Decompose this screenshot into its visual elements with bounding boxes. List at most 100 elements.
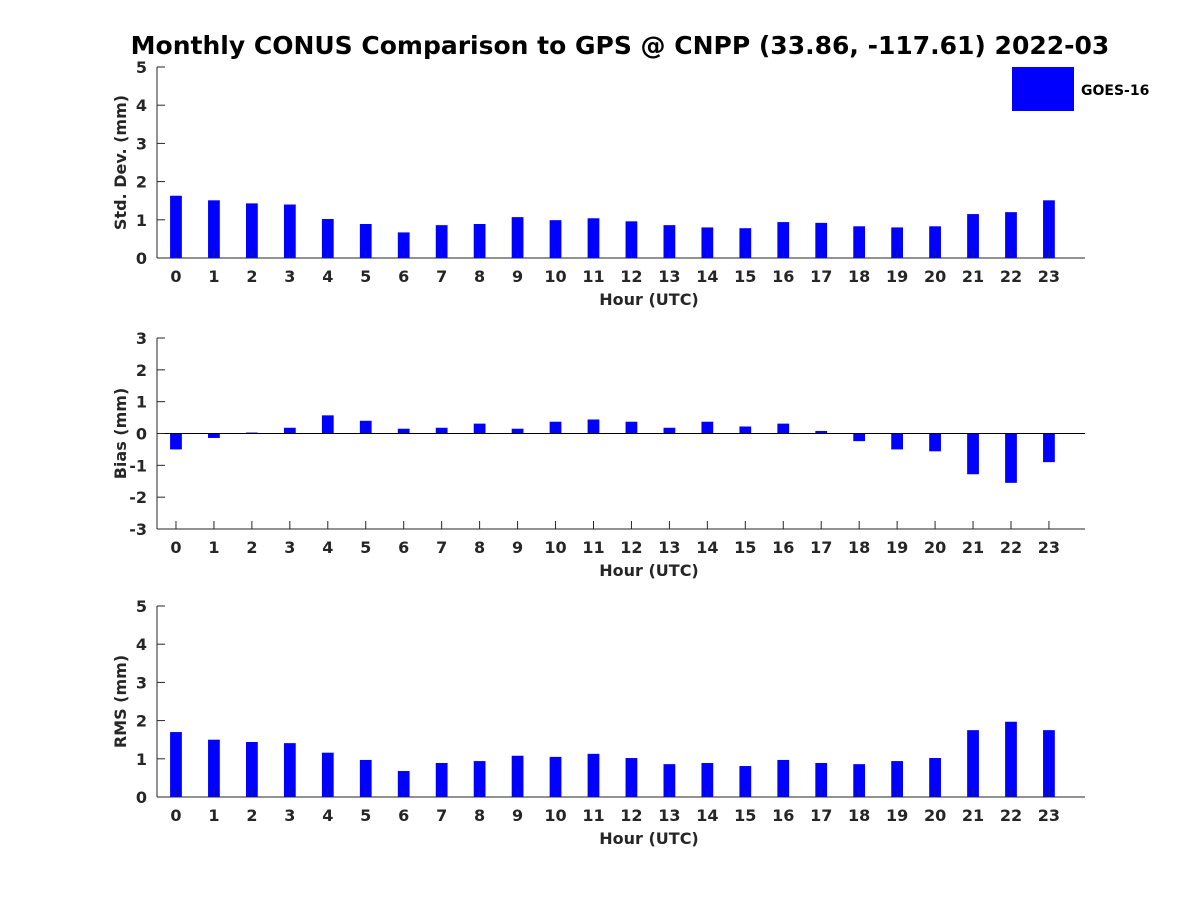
bias-x-tick-label: 14 bbox=[696, 538, 718, 557]
rms-y-tick-label: 2 bbox=[136, 712, 147, 731]
rms-bar-0 bbox=[170, 732, 182, 797]
std-dev-bar-18 bbox=[853, 226, 866, 258]
bias-bar-12 bbox=[625, 421, 638, 434]
std-dev-x-tick-label: 0 bbox=[170, 267, 181, 286]
rms-bar-4 bbox=[321, 752, 334, 797]
bias-x-tick-label: 9 bbox=[512, 538, 523, 557]
rms-bar-18 bbox=[853, 764, 866, 797]
bias-bar-1 bbox=[208, 433, 220, 438]
std-dev-x-tick-label: 21 bbox=[962, 267, 984, 286]
std-dev-bar-4 bbox=[321, 219, 334, 258]
rms-y-tick-label: 1 bbox=[136, 750, 147, 769]
std-dev-bar-12 bbox=[625, 221, 638, 258]
std-dev-x-tick-label: 4 bbox=[322, 267, 333, 286]
bias-bar-14 bbox=[701, 421, 714, 434]
rms-bar-19 bbox=[891, 761, 904, 797]
rms-bar-16 bbox=[777, 759, 790, 797]
std-dev-bar-10 bbox=[549, 220, 562, 258]
rms-x-tick-label: 2 bbox=[246, 806, 257, 825]
std-dev-bar-15 bbox=[739, 228, 752, 258]
bias-y-axis-label: Bias (mm) bbox=[111, 388, 130, 480]
rms-x-tick-label: 16 bbox=[772, 806, 794, 825]
rms-bar-21 bbox=[967, 730, 979, 797]
bias-bar-19 bbox=[891, 433, 904, 450]
rms-bar-8 bbox=[473, 761, 486, 797]
std-dev-bar-23 bbox=[1043, 200, 1055, 258]
bias-x-tick-label: 18 bbox=[848, 538, 870, 557]
bias-x-axis-label: Hour (UTC) bbox=[599, 561, 699, 580]
rms-x-tick-label: 23 bbox=[1038, 806, 1060, 825]
rms-x-tick-label: 7 bbox=[436, 806, 447, 825]
std-dev-bar-7 bbox=[435, 225, 448, 258]
std-dev-bar-22 bbox=[1005, 212, 1017, 258]
bias-bar-22 bbox=[1005, 433, 1017, 483]
std-dev-bar-8 bbox=[473, 224, 486, 258]
rms-bar-22 bbox=[1005, 721, 1017, 797]
rms-x-tick-label: 18 bbox=[848, 806, 870, 825]
rms-bar-14 bbox=[701, 763, 714, 797]
std-dev-bar-6 bbox=[397, 232, 410, 258]
rms-bar-7 bbox=[435, 763, 448, 797]
bias-bar-16 bbox=[777, 423, 790, 434]
std-dev-y-tick-label: 0 bbox=[136, 249, 147, 268]
rms-x-tick-label: 21 bbox=[962, 806, 984, 825]
rms-x-tick-label: 11 bbox=[582, 806, 604, 825]
std-dev-y-tick-label: 1 bbox=[136, 211, 147, 230]
bias-bar-17 bbox=[815, 430, 828, 434]
rms-x-axis-label: Hour (UTC) bbox=[599, 829, 699, 848]
bias-bar-8 bbox=[473, 423, 486, 434]
rms-x-tick-label: 13 bbox=[658, 806, 680, 825]
bias-x-tick-label: 13 bbox=[658, 538, 680, 557]
std-dev-x-tick-label: 23 bbox=[1038, 267, 1060, 286]
std-dev-x-tick-label: 12 bbox=[620, 267, 642, 286]
bias-x-tick-label: 10 bbox=[544, 538, 566, 557]
bias-y-tick-label: -3 bbox=[129, 520, 147, 539]
bias-x-tick-label: 21 bbox=[962, 538, 984, 557]
std-dev-bar-21 bbox=[967, 214, 979, 258]
rms-x-tick-label: 15 bbox=[734, 806, 756, 825]
rms-x-tick-label: 19 bbox=[886, 806, 908, 825]
std-dev-x-tick-label: 7 bbox=[436, 267, 447, 286]
chart-title: Monthly CONUS Comparison to GPS @ CNPP (… bbox=[131, 31, 1110, 60]
bias-y-tick-label: 0 bbox=[136, 425, 147, 444]
std-dev-bar-16 bbox=[777, 222, 790, 258]
std-dev-x-tick-label: 11 bbox=[582, 267, 604, 286]
bias-x-tick-label: 12 bbox=[620, 538, 642, 557]
legend-swatch bbox=[1012, 67, 1074, 111]
bias-x-tick-label: 22 bbox=[1000, 538, 1022, 557]
std-dev-bar-9 bbox=[511, 217, 524, 258]
std-dev-y-axis-label: Std. Dev. (mm) bbox=[111, 95, 130, 230]
legend-label: GOES-16 bbox=[1081, 83, 1149, 99]
std-dev-x-tick-label: 10 bbox=[544, 267, 566, 286]
std-dev-x-tick-label: 19 bbox=[886, 267, 908, 286]
rms-bar-15 bbox=[739, 766, 752, 797]
rms-x-tick-label: 1 bbox=[208, 806, 219, 825]
bias-bar-13 bbox=[663, 427, 676, 434]
rms-x-tick-label: 14 bbox=[696, 806, 718, 825]
rms-y-tick-label: 5 bbox=[136, 597, 147, 616]
bias-x-tick-label: 0 bbox=[170, 538, 181, 557]
bias-x-tick-label: 3 bbox=[284, 538, 295, 557]
bias-y-tick-label: 2 bbox=[136, 361, 147, 380]
bias-x-tick-label: 23 bbox=[1038, 538, 1060, 557]
std-dev-x-tick-label: 18 bbox=[848, 267, 870, 286]
rms-x-tick-label: 5 bbox=[360, 806, 371, 825]
bias-x-tick-label: 15 bbox=[734, 538, 756, 557]
bias-bar-23 bbox=[1043, 433, 1055, 463]
bias-bar-15 bbox=[739, 426, 752, 434]
rms-bar-1 bbox=[208, 739, 220, 797]
std-dev-x-tick-label: 14 bbox=[696, 267, 718, 286]
rms-x-tick-label: 17 bbox=[810, 806, 832, 825]
rms-x-tick-label: 6 bbox=[398, 806, 409, 825]
bias-bar-7 bbox=[435, 427, 448, 434]
rms-bar-2 bbox=[246, 741, 258, 797]
bias-y-tick-label: 3 bbox=[136, 329, 147, 348]
rms-bar-11 bbox=[587, 753, 600, 797]
rms-bar-20 bbox=[929, 758, 941, 797]
bias-bar-6 bbox=[397, 428, 410, 434]
std-dev-bar-2 bbox=[246, 203, 258, 258]
rms-y-tick-label: 3 bbox=[136, 673, 147, 692]
